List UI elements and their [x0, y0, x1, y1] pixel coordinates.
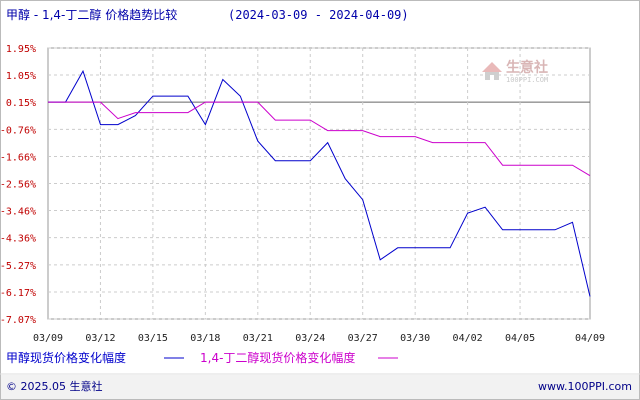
watermark-brand: 生意社 [506, 59, 548, 76]
y-tick-label: -4.36% [0, 234, 36, 245]
chart-title: 甲醇 - 1,4-丁二醇 价格趋势比较 [6, 7, 177, 22]
y-tick-label: -2.56% [0, 180, 36, 191]
watermark-logo-icon [482, 62, 502, 80]
y-tick-label: -7.07% [0, 315, 36, 326]
y-tick-label: -5.27% [0, 261, 36, 272]
x-tick-label: 03/09 [33, 333, 63, 344]
series-layer [48, 69, 591, 297]
chart-date-range: (2024-03-09 - 2024-04-09) [228, 8, 409, 22]
x-tick-label: 04/02 [453, 333, 483, 344]
x-tick-label: 03/21 [243, 333, 273, 344]
y-tick-label: 1.95% [6, 44, 36, 55]
footer-bar [1, 375, 639, 399]
y-tick-label: -3.46% [0, 207, 36, 218]
legend-label-methanol: 甲醇现货价格变化幅度 [6, 350, 126, 365]
x-tick-label: 04/09 [575, 333, 605, 344]
x-tick-label: 03/27 [348, 333, 378, 344]
x-tick-label: 04/05 [505, 333, 535, 344]
watermark: 生意社 100PPI.COM [482, 59, 548, 84]
y-tick-label: -6.17% [0, 288, 36, 299]
y-tick-label: -0.76% [0, 125, 36, 136]
x-tick-label: 03/12 [85, 333, 115, 344]
x-axis-ticks: 03/09 03/12 03/15 03/18 03/21 03/24 03/27 03/30… [33, 333, 605, 344]
x-tick-label: 03/18 [190, 333, 220, 344]
grid-lines [48, 47, 590, 320]
series-line-butanediol [48, 101, 591, 177]
legend: 甲醇现货价格变化幅度 1,4-丁二醇现货价格变化幅度 [6, 350, 398, 365]
y-axis-ticks: 1.95% 1.05% 0.15% -0.76% -1.66% -2.56% -3.46% -… [0, 44, 36, 326]
y-tick-label: 1.05% [6, 71, 36, 82]
footer-copyright: © 2025.05 生意社 [6, 379, 102, 393]
y-tick-label: -1.66% [0, 152, 36, 163]
x-tick-label: 03/15 [138, 333, 168, 344]
y-tick-label: 0.15% [6, 98, 36, 109]
footer-site-link[interactable]: www.100PPI.com [538, 380, 632, 393]
x-tick-label: 03/30 [400, 333, 430, 344]
x-tick-label: 03/24 [295, 333, 325, 344]
legend-label-butanediol: 1,4-丁二醇现货价格变化幅度 [200, 350, 355, 365]
watermark-url: 100PPI.COM [506, 76, 548, 84]
